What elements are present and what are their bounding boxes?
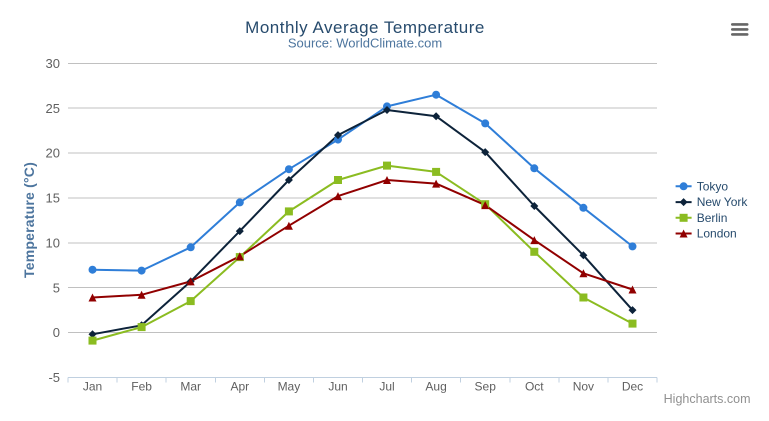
svg-text:Jul: Jul (379, 380, 394, 394)
svg-text:London: London (697, 227, 737, 241)
svg-text:15: 15 (46, 191, 60, 206)
svg-text:10: 10 (46, 236, 60, 251)
svg-text:Oct: Oct (525, 380, 544, 394)
svg-text:Sep: Sep (475, 380, 497, 394)
svg-text:Berlin: Berlin (697, 211, 728, 225)
svg-text:-5: -5 (48, 370, 60, 385)
svg-text:Monthly Average Temperature: Monthly Average Temperature (245, 18, 485, 37)
svg-text:Mar: Mar (180, 380, 201, 394)
svg-text:New York: New York (697, 195, 749, 209)
svg-text:Highcharts.com: Highcharts.com (664, 392, 751, 406)
svg-text:30: 30 (46, 56, 60, 71)
svg-text:Source: WorldClimate.com: Source: WorldClimate.com (288, 36, 442, 51)
svg-text:Apr: Apr (230, 380, 249, 394)
svg-text:5: 5 (53, 280, 60, 295)
svg-text:Jun: Jun (328, 380, 347, 394)
svg-text:Temperature (°C): Temperature (°C) (21, 162, 37, 278)
svg-text:Jan: Jan (83, 380, 102, 394)
svg-text:May: May (278, 380, 301, 394)
svg-text:20: 20 (46, 146, 60, 161)
svg-text:Aug: Aug (425, 380, 446, 394)
svg-text:Tokyo: Tokyo (697, 179, 729, 193)
svg-text:Dec: Dec (622, 380, 643, 394)
svg-text:Feb: Feb (131, 380, 152, 394)
svg-text:25: 25 (46, 101, 60, 116)
svg-text:Nov: Nov (573, 380, 594, 394)
svg-text:0: 0 (53, 325, 60, 340)
